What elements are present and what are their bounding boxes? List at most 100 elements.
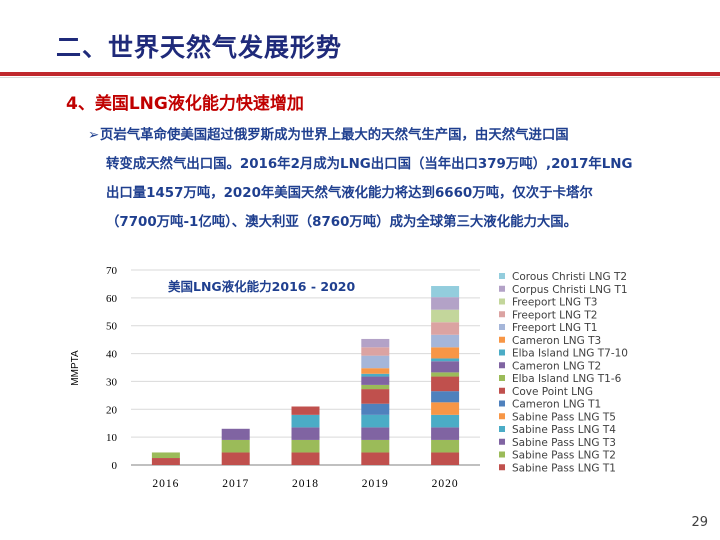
legend-label: Elba Island LNG T7-10: [512, 348, 628, 360]
bar-segment: [431, 286, 460, 298]
bar-segment: [361, 368, 390, 374]
bar-segment: [431, 414, 460, 428]
bar-segment: [221, 452, 250, 465]
bar-segment: [431, 439, 460, 453]
slide-title: 二、世界天然气发展形势: [56, 33, 343, 62]
bar-segment: [151, 452, 180, 459]
bar-segment: [431, 402, 460, 415]
section-subheading: 4、美国LNG液化能力快速增加: [66, 94, 304, 114]
legend-label: Sabine Pass LNG T5: [512, 411, 616, 423]
bar-segment: [431, 358, 460, 362]
legend-swatch: [499, 413, 505, 420]
bar-segment: [361, 452, 390, 465]
chart-bars: [151, 286, 460, 465]
title-underline: [0, 72, 720, 76]
legend-label: Freeport LNG T1: [512, 322, 597, 334]
bar-segment: [291, 427, 320, 440]
x-tick-label: 2016: [152, 478, 179, 490]
legend-swatch: [499, 311, 505, 318]
bar-segment: [291, 439, 320, 453]
legend-swatch: [499, 464, 505, 471]
page-number: 29: [691, 515, 708, 530]
bar-segment: [431, 334, 460, 348]
chart-title: 美国LNG液化能力2016 - 2020: [168, 279, 355, 294]
bar-segment: [431, 391, 460, 403]
bar-segment: [431, 372, 460, 377]
y-tick-label: 50: [106, 321, 118, 333]
bar-segment: [151, 458, 180, 465]
legend-swatch: [499, 438, 505, 445]
bar-segment: [291, 406, 320, 415]
paragraph-line-3: 出口量1457万吨，2020年美国天然气液化能力将达到6660万吨，仅次于卡塔尔: [106, 186, 593, 201]
paragraph-line-1: 页岩气革命使美国超过俄罗斯成为世界上最大的天然气生产国，由天然气进口国: [100, 128, 569, 143]
legend-swatch: [499, 387, 505, 394]
bar-segment: [431, 361, 460, 373]
paragraph-line-4: （7700万吨-1亿吨）、澳大利亚（8760万吨）成为全球第三大液化能力大国。: [106, 215, 578, 230]
y-tick-label: 40: [106, 349, 118, 361]
bar-segment: [361, 427, 390, 440]
bar-segment: [361, 414, 390, 428]
bar-segment: [221, 439, 250, 453]
legend-label: Sabine Pass LNG T1: [512, 462, 616, 474]
legend-label: Sabine Pass LNG T2: [512, 450, 616, 462]
legend-swatch: [499, 336, 505, 343]
x-tick-label: 2018: [292, 478, 319, 490]
bar-segment: [221, 428, 250, 440]
bar-segment: [431, 427, 460, 440]
legend-label: Freeport LNG T3: [512, 297, 597, 309]
bar-segment: [361, 355, 390, 369]
legend-swatch: [499, 285, 505, 292]
legend-label: Elba Island LNG T1-6: [512, 373, 622, 385]
bar-segment: [361, 403, 390, 415]
bar-segment: [431, 347, 460, 359]
bar-segment: [361, 389, 390, 404]
bar-segment: [291, 452, 320, 465]
bar-segment: [361, 373, 390, 377]
y-tick-label: 0: [112, 460, 118, 472]
legend-swatch: [499, 400, 505, 407]
y-axis-label: MMPTA: [70, 350, 81, 386]
bar-segment: [291, 414, 320, 428]
x-tick-label: 2019: [362, 478, 389, 490]
title-underline-shadow: [0, 77, 720, 78]
bar-segment: [431, 322, 460, 335]
legend-label: Cameron LNG T3: [512, 335, 601, 347]
bar-segment: [431, 297, 460, 310]
legend-label: Sabine Pass LNG T3: [512, 437, 616, 449]
legend-label: Cameron LNG T1: [512, 399, 601, 411]
bar-segment: [431, 376, 460, 392]
y-tick-label: 30: [106, 376, 118, 388]
legend-label: Cove Point LNG: [512, 386, 593, 398]
legend-swatch: [499, 273, 505, 279]
x-tick-label: 2017: [222, 478, 249, 490]
legend-swatch: [499, 451, 505, 458]
legend-swatch: [499, 324, 505, 330]
legend-swatch: [499, 375, 505, 381]
legend-label: Sabine Pass LNG T4: [512, 424, 616, 436]
legend-label: Cameron LNG T2: [512, 360, 601, 372]
legend-label: Freeport LNG T2: [512, 309, 597, 321]
legend-swatch: [499, 298, 505, 305]
bar-segment: [431, 309, 460, 323]
legend-label: Corous Christi LNG T2: [512, 271, 627, 283]
legend-label: Corpus Christi LNG T1: [512, 284, 628, 296]
x-tick-label: 2020: [432, 478, 459, 490]
chart-axes: 0 10 20 30 40 50 60 70 2016 2017 2018 2019 2020: [106, 265, 459, 490]
legend-swatch: [499, 349, 505, 356]
bar-segment: [361, 384, 390, 390]
bar-segment: [361, 338, 390, 348]
bullet-arrow-icon: ➢: [88, 128, 100, 143]
bar-segment: [431, 452, 460, 465]
bar-segment: [361, 376, 390, 385]
paragraph-line-2: 转变成天然气出口国。2016年2月成为LNG出口国（当年出口379万吨）,201…: [106, 157, 633, 172]
legend-swatch: [499, 362, 505, 369]
y-tick-label: 20: [106, 404, 118, 416]
bar-segment: [361, 347, 390, 356]
y-tick-label: 60: [106, 293, 118, 305]
bar-segment: [361, 439, 390, 453]
y-tick-label: 10: [106, 432, 118, 444]
y-tick-label: 70: [106, 265, 118, 277]
legend-swatch: [499, 426, 505, 432]
